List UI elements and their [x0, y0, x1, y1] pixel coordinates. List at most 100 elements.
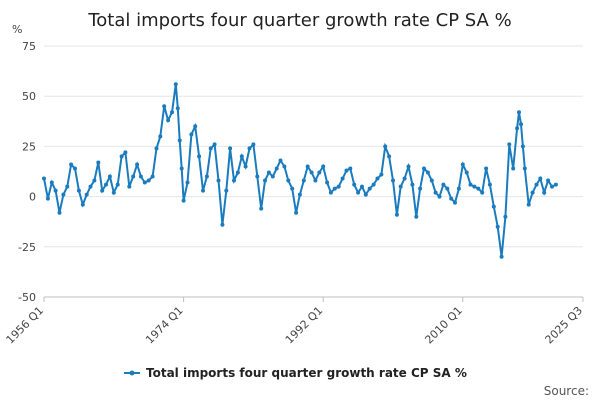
data-point[interactable]	[274, 166, 279, 171]
data-point[interactable]	[138, 174, 143, 179]
data-point[interactable]	[352, 182, 357, 187]
data-point[interactable]	[484, 166, 489, 171]
data-point[interactable]	[88, 184, 93, 189]
data-point[interactable]	[511, 166, 516, 171]
data-point[interactable]	[414, 214, 419, 219]
data-point[interactable]	[96, 160, 101, 165]
data-point[interactable]	[119, 154, 124, 159]
data-point[interactable]	[69, 162, 74, 167]
data-point[interactable]	[503, 214, 508, 219]
data-point[interactable]	[441, 182, 446, 187]
data-point[interactable]	[162, 104, 167, 109]
data-point[interactable]	[332, 186, 337, 191]
data-point[interactable]	[526, 202, 531, 207]
data-point[interactable]	[150, 174, 155, 179]
data-point[interactable]	[348, 166, 353, 171]
legend[interactable]: Total imports four quarter growth rate C…	[124, 366, 467, 380]
data-point[interactable]	[177, 138, 182, 143]
data-point[interactable]	[286, 178, 291, 183]
data-point[interactable]	[383, 144, 388, 149]
data-point[interactable]	[546, 178, 551, 183]
data-point[interactable]	[406, 164, 411, 169]
data-point[interactable]	[344, 168, 349, 173]
data-point[interactable]	[239, 154, 244, 159]
data-point[interactable]	[487, 182, 492, 187]
data-point[interactable]	[127, 184, 132, 189]
data-point[interactable]	[394, 212, 399, 217]
data-point[interactable]	[445, 186, 450, 191]
data-point[interactable]	[201, 188, 205, 193]
data-point[interactable]	[472, 184, 477, 189]
data-point[interactable]	[325, 180, 330, 185]
data-point[interactable]	[154, 146, 159, 151]
data-point[interactable]	[309, 170, 314, 175]
data-point[interactable]	[340, 176, 345, 181]
data-point[interactable]	[367, 186, 372, 191]
data-point[interactable]	[185, 180, 190, 185]
data-point[interactable]	[468, 182, 473, 187]
data-point[interactable]	[418, 186, 423, 191]
data-point[interactable]	[220, 222, 225, 227]
data-point[interactable]	[328, 190, 333, 195]
data-point[interactable]	[142, 180, 147, 185]
data-point[interactable]	[422, 166, 426, 171]
data-point[interactable]	[204, 174, 209, 179]
data-point[interactable]	[251, 142, 256, 147]
data-point[interactable]	[290, 186, 295, 191]
data-point[interactable]	[429, 178, 434, 183]
data-point[interactable]	[360, 184, 364, 189]
data-point[interactable]	[542, 190, 547, 195]
data-point[interactable]	[107, 174, 112, 179]
data-point[interactable]	[45, 196, 50, 201]
data-point[interactable]	[410, 182, 415, 187]
data-point[interactable]	[166, 118, 171, 123]
data-point[interactable]	[313, 178, 318, 183]
data-point[interactable]	[263, 178, 267, 183]
data-point[interactable]	[170, 110, 174, 115]
data-point[interactable]	[297, 192, 302, 197]
data-point[interactable]	[517, 110, 521, 115]
data-point[interactable]	[181, 198, 186, 203]
data-point[interactable]	[507, 142, 512, 147]
data-point[interactable]	[216, 178, 221, 183]
data-point[interactable]	[476, 186, 481, 191]
data-point[interactable]	[356, 190, 361, 195]
data-point[interactable]	[104, 182, 108, 187]
data-point[interactable]	[305, 164, 310, 169]
data-point[interactable]	[530, 190, 535, 195]
data-point[interactable]	[259, 206, 264, 211]
data-point[interactable]	[553, 182, 558, 187]
data-point[interactable]	[294, 210, 299, 215]
data-point[interactable]	[84, 192, 89, 197]
data-point[interactable]	[491, 204, 496, 209]
data-point[interactable]	[363, 192, 368, 197]
data-point[interactable]	[123, 150, 128, 155]
data-point[interactable]	[173, 82, 178, 87]
data-point[interactable]	[464, 170, 469, 175]
data-point[interactable]	[398, 184, 403, 189]
data-point[interactable]	[375, 176, 380, 181]
data-point[interactable]	[65, 184, 70, 189]
data-point[interactable]	[232, 178, 236, 183]
data-point[interactable]	[208, 146, 213, 151]
data-point[interactable]	[480, 190, 485, 195]
data-point[interactable]	[49, 180, 54, 185]
data-point[interactable]	[449, 196, 454, 201]
data-point[interactable]	[460, 162, 465, 167]
data-point[interactable]	[131, 174, 136, 179]
data-point[interactable]	[243, 164, 248, 169]
data-point[interactable]	[433, 190, 438, 195]
data-point[interactable]	[247, 146, 252, 151]
data-point[interactable]	[515, 126, 520, 131]
data-point[interactable]	[379, 172, 384, 177]
data-point[interactable]	[179, 166, 184, 171]
data-point[interactable]	[495, 224, 500, 229]
data-point[interactable]	[278, 158, 283, 163]
data-point[interactable]	[158, 134, 163, 139]
data-point[interactable]	[73, 166, 77, 171]
data-point[interactable]	[92, 178, 97, 183]
data-point[interactable]	[235, 170, 240, 175]
data-point[interactable]	[522, 166, 527, 171]
data-point[interactable]	[520, 144, 525, 149]
data-point[interactable]	[550, 184, 554, 189]
